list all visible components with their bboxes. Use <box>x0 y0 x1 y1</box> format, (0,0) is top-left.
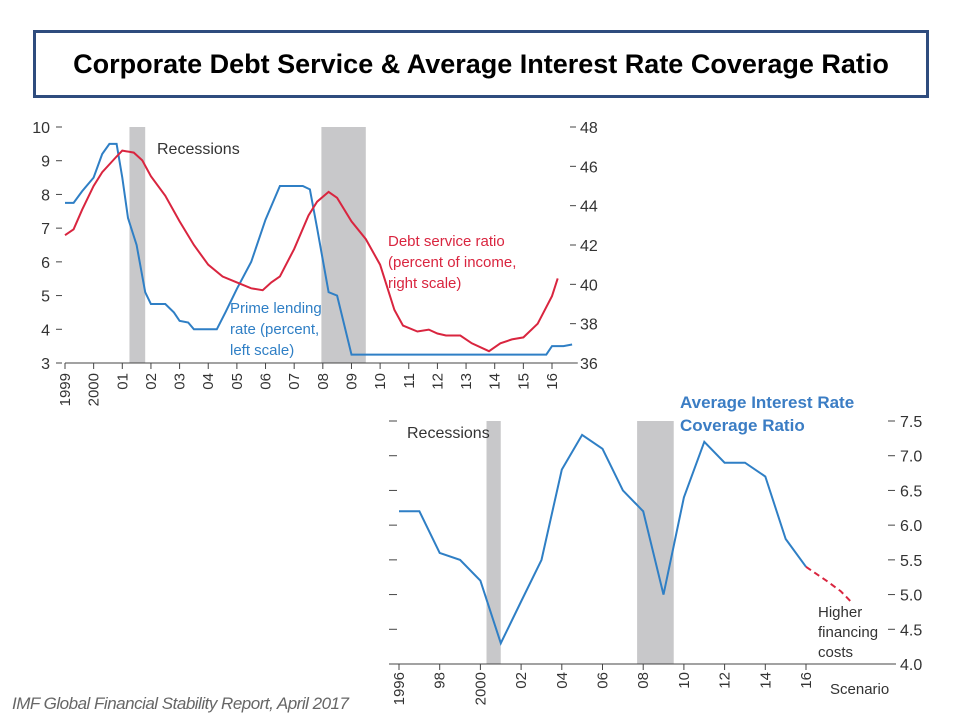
coverage-ratio-line <box>399 433 807 646</box>
page-title: Corporate Debt Service & Average Interes… <box>73 48 889 79</box>
recessions-label: Recessions <box>407 425 490 442</box>
x-tick-label: 08 <box>315 373 332 390</box>
right-y-tick-label: 46 <box>580 159 598 176</box>
y-tick-label: 4.0 <box>900 657 922 674</box>
x-tick-label: 2000 <box>472 672 489 705</box>
right-y-tick-label: 38 <box>580 317 598 334</box>
x-tick-label: 16 <box>544 373 561 390</box>
left-y-tick-label: 6 <box>41 255 50 272</box>
right-y-tick-label: 36 <box>580 356 598 373</box>
higher-financing-costs-label: financing <box>818 624 878 641</box>
x-tick-label: 13 <box>458 373 475 390</box>
x-tick-label: 1996 <box>391 672 408 705</box>
y-tick-label: 7.5 <box>900 414 922 431</box>
recession-band <box>637 421 674 664</box>
recession-band <box>486 421 501 664</box>
x-tick-label: 14 <box>487 373 504 390</box>
chart-title: Average Interest Rate <box>680 393 854 412</box>
x-tick-label: 02 <box>513 672 530 689</box>
x-tick-label: 01 <box>114 373 131 390</box>
y-tick-label: 5.0 <box>900 588 922 605</box>
prime-rate-line <box>65 142 573 356</box>
debt-service-label: (percent of income, <box>388 254 516 271</box>
x-tick-label: 12 <box>717 672 734 689</box>
left-y-tick-label: 10 <box>32 120 50 137</box>
x-tick-label: 12 <box>429 373 446 390</box>
left-y-tick-label: 8 <box>41 187 50 204</box>
left-y-tick-label: 3 <box>41 356 50 373</box>
y-tick-label: 4.5 <box>900 622 922 639</box>
left-y-tick-label: 7 <box>41 221 50 238</box>
higher-financing-costs-label: costs <box>818 644 853 661</box>
x-tick-label: 04 <box>200 373 217 390</box>
recessions-label: Recessions <box>157 141 240 158</box>
left-y-tick-label: 4 <box>41 322 50 339</box>
prime-rate-label: Prime lending <box>230 300 322 317</box>
x-tick-label: 02 <box>143 373 160 390</box>
x-tick-label: 04 <box>554 672 571 689</box>
x-tick-label: 03 <box>172 373 189 390</box>
scenario-line <box>805 565 852 603</box>
right-y-tick-label: 40 <box>580 277 598 294</box>
debt-service-line <box>64 149 559 353</box>
scenario-label: Scenario <box>830 681 889 698</box>
x-tick-label: 07 <box>286 373 303 390</box>
higher-financing-costs-label: Higher <box>818 604 862 621</box>
right-y-tick-label: 44 <box>580 199 598 216</box>
x-tick-label: 10 <box>372 373 389 390</box>
x-tick-label: 16 <box>798 672 815 689</box>
x-tick-label: 1999 <box>57 373 74 406</box>
x-tick-label: 06 <box>258 373 275 390</box>
prime-rate-label: left scale) <box>230 342 294 359</box>
x-tick-label: 05 <box>229 373 246 390</box>
right-y-tick-label: 48 <box>580 120 598 137</box>
y-tick-label: 6.5 <box>900 483 922 500</box>
x-tick-label: 08 <box>635 672 652 689</box>
x-tick-label: 06 <box>595 672 612 689</box>
y-tick-label: 5.5 <box>900 553 922 570</box>
x-tick-label: 15 <box>515 373 532 390</box>
x-tick-label: 11 <box>401 373 418 389</box>
title-box: Corporate Debt Service & Average Interes… <box>33 30 929 98</box>
x-tick-label: 2000 <box>86 373 103 406</box>
x-tick-label: 09 <box>343 373 360 390</box>
y-tick-label: 6.0 <box>900 518 922 535</box>
prime-rate-label: rate (percent, <box>230 321 319 338</box>
debt-service-label: Debt service ratio <box>388 233 505 250</box>
left-y-tick-label: 5 <box>41 289 50 306</box>
x-tick-label: 10 <box>676 672 693 689</box>
source-footer: IMF Global Financial Stability Report, A… <box>12 694 349 713</box>
x-tick-label: 14 <box>757 672 774 689</box>
x-tick-label: 98 <box>432 672 449 689</box>
debt-service-label: right scale) <box>388 275 461 292</box>
chart-title: Coverage Ratio <box>680 416 805 435</box>
left-y-tick-label: 9 <box>41 154 50 171</box>
y-tick-label: 7.0 <box>900 449 922 466</box>
right-y-tick-label: 42 <box>580 238 598 255</box>
